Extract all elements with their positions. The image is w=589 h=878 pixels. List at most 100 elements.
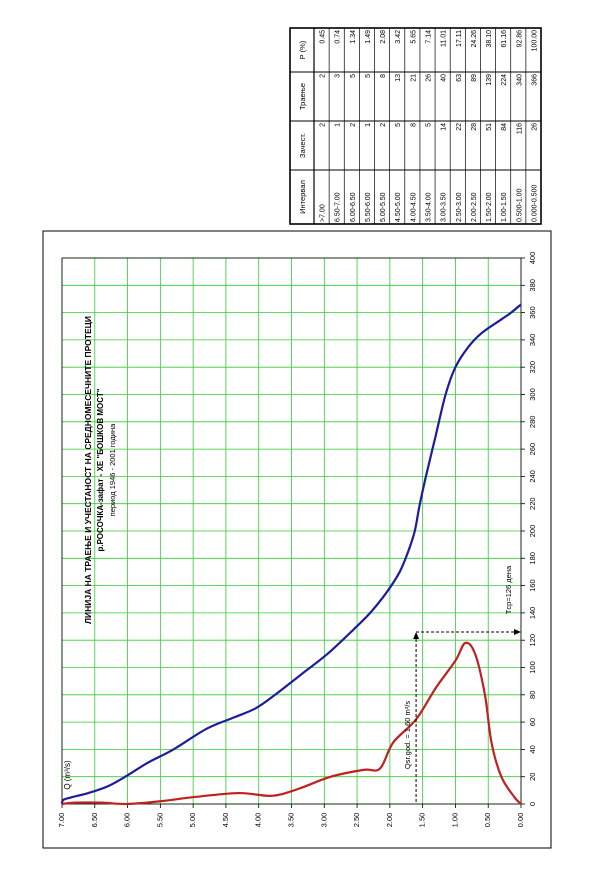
table-cell: 3.50-4.00 — [426, 192, 433, 222]
table-cell: 2 — [320, 74, 327, 78]
table-cell: 40 — [441, 74, 448, 82]
table-cell: 5 — [426, 123, 433, 127]
table-cell: 3.00-3.50 — [441, 192, 448, 222]
table-cell: 26 — [426, 74, 433, 82]
chart-title-line: ЛИНИЈА НА ТРАЕЊЕ И УЧЕСТАНОСТ НА СРЕДНОМ… — [83, 316, 93, 624]
table-cell: 4.00-4.50 — [410, 192, 417, 222]
table-cell: 5 — [395, 123, 402, 127]
table-cell: 61.16 — [501, 30, 508, 48]
table-cell: 1.00-1.50 — [501, 192, 508, 222]
table-cell: 5.50-6.00 — [365, 192, 372, 222]
x-tick-label: 60 — [528, 718, 537, 726]
table-header-cell: Интервал — [298, 180, 307, 214]
table-cell: 1.50-2.00 — [486, 192, 493, 222]
y-tick-label: 0.50 — [483, 813, 492, 828]
table-cell: 5 — [365, 74, 372, 78]
table-cell: 1.34 — [350, 30, 357, 44]
x-tick-label: 360 — [528, 306, 537, 319]
table-cell: 0.000-0.500 — [531, 185, 538, 222]
table-cell: 2 — [320, 123, 327, 127]
chart-title-line: период 1946 - 2001 година — [108, 423, 117, 516]
chart-title-line: р.РОСОЧКА-зафат - ХЕ "БОШКОВ МОСТ" — [96, 388, 105, 551]
x-tick-label: 180 — [528, 552, 537, 565]
table-cell: 0.45 — [320, 30, 327, 44]
table-cell: 14 — [441, 123, 448, 131]
table-cell: 1.49 — [365, 30, 372, 44]
x-tick-label: 100 — [528, 661, 537, 674]
table-border — [289, 27, 542, 225]
table-cell: 8 — [380, 74, 387, 78]
table-cell: 366 — [531, 74, 538, 86]
x-tick-label: 120 — [528, 634, 537, 647]
x-tick-label: 160 — [528, 579, 537, 592]
y-tick-label: 5.00 — [188, 813, 197, 828]
table-cell: 21 — [410, 74, 417, 82]
table-cell: 84 — [501, 123, 508, 131]
table-cell: 2.50-3.00 — [456, 192, 463, 222]
x-tick-label: 140 — [528, 607, 537, 620]
table-cell: 3 — [335, 74, 342, 78]
y-tick-label: 2.50 — [352, 813, 361, 828]
x-tick-label: 0 — [528, 802, 537, 806]
table-cell: 22 — [456, 123, 463, 131]
table-header-cell: P (%) — [298, 40, 307, 59]
table-cell: 89 — [471, 74, 478, 82]
x-tick-label: 220 — [528, 497, 537, 510]
table-cell: 0.74 — [335, 30, 342, 44]
x-tick-label: 400 — [528, 252, 537, 265]
table-cell: 116 — [516, 123, 523, 134]
x-tick-label: 80 — [528, 691, 537, 699]
chart-frame — [42, 230, 552, 849]
table-cell: 8 — [410, 123, 417, 127]
table-cell: 3.42 — [395, 30, 402, 44]
table-cell: 2.08 — [380, 30, 387, 44]
x-tick-label: 340 — [528, 334, 537, 347]
table-cell: 1 — [365, 123, 372, 127]
table-cell: 24.26 — [471, 30, 478, 48]
chart-grid — [61, 257, 522, 805]
x-tick-labels: 0 20 40 60 80 100 120 140 160 180 200 220 240 260 280 3… — [521, 252, 537, 806]
y-tick-label: 6.00 — [123, 813, 132, 828]
table-cell: 26 — [531, 123, 538, 131]
table-cell: 28 — [471, 123, 478, 131]
y-tick-label: 4.00 — [254, 813, 263, 828]
x-tick-label: 320 — [528, 361, 537, 374]
y-tick-label: 1.50 — [418, 813, 427, 828]
x-tick-label: 200 — [528, 525, 537, 538]
x-tick-label: 280 — [528, 416, 537, 429]
table-cell: 5.65 — [410, 30, 417, 44]
y-tick-label: 3.00 — [319, 813, 328, 828]
y-tick-label: 6.50 — [90, 813, 99, 828]
table-cell: 51 — [486, 123, 493, 131]
table-cell: 6.50-7.00 — [335, 192, 342, 222]
table-cell: 0.500-1.00 — [516, 188, 523, 222]
table-cell: 17.11 — [456, 30, 463, 47]
qsr-label: Qsr.god. = 1.60 m³/s — [403, 701, 412, 769]
table-cell: 2 — [350, 123, 357, 127]
table-cell: 5 — [350, 74, 357, 78]
y-axis-label: Q (m³/s) — [63, 760, 72, 790]
table-cell: 224 — [501, 74, 508, 86]
x-tick-label: 300 — [528, 388, 537, 401]
table-header-cell: Зачест. — [298, 133, 307, 158]
table-cell: 92.86 — [516, 30, 523, 48]
y-tick-label: 5.50 — [155, 813, 164, 828]
table-cell: 38.10 — [486, 30, 493, 48]
curves — [60, 303, 522, 806]
y-tick-label: 7.00 — [57, 813, 66, 828]
chart-title: ЛИНИЈА НА ТРАЕЊЕ И УЧЕСТАНОСТ НА СРЕДНОМ… — [83, 316, 117, 624]
x-tick-label: 240 — [528, 470, 537, 483]
table-cell: 13 — [395, 74, 402, 82]
qsr-arrowhead — [413, 632, 420, 640]
y-tick-label: 3.50 — [286, 813, 295, 828]
table-cell: 340 — [516, 74, 523, 86]
y-tick-labels: 0.00 0.50 1.00 1.50 2.00 2.50 3.00 3.50 4.00 4.50… — [57, 804, 525, 827]
table-cell: 63 — [456, 74, 463, 82]
table-cell: 4.50-5.00 — [395, 192, 402, 222]
frequency-curve — [61, 641, 522, 806]
table-cell: 7.14 — [426, 30, 433, 44]
table-cell: 2.00-2.50 — [471, 192, 478, 222]
y-tick-label: 2.00 — [385, 813, 394, 828]
table-cell: 1 — [335, 123, 342, 127]
